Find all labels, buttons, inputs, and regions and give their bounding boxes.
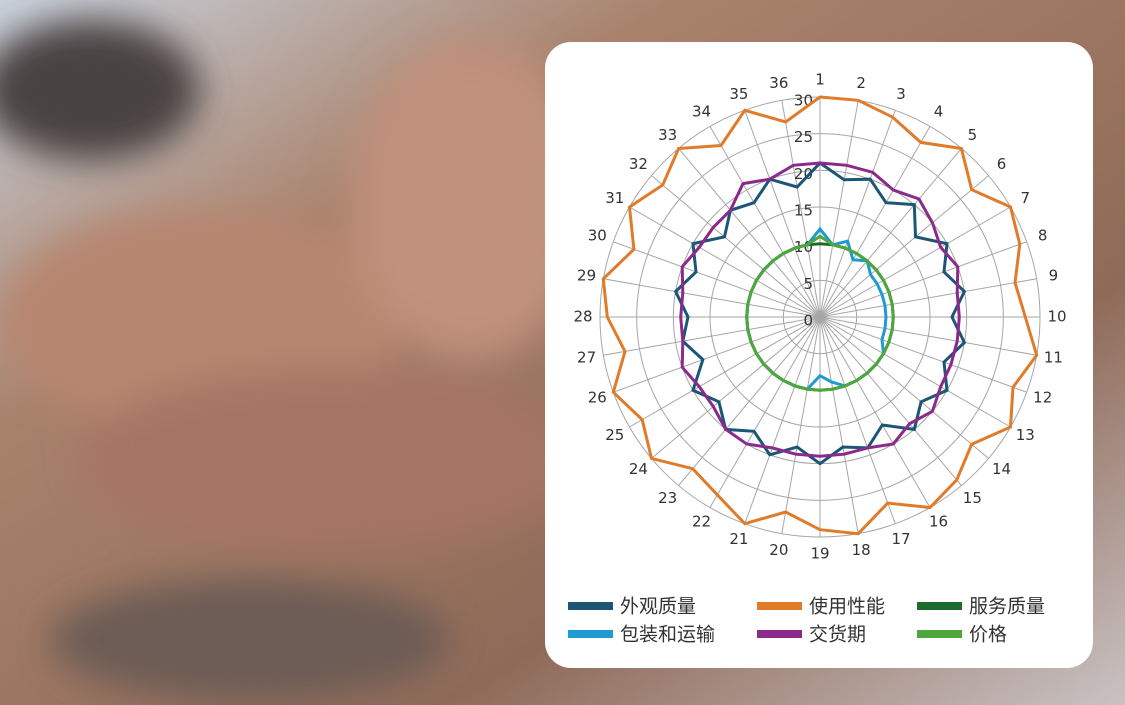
category-label: 18 bbox=[852, 541, 871, 559]
legend-label: 外观质量 bbox=[620, 596, 696, 618]
chart-card bbox=[545, 42, 1093, 668]
category-label: 29 bbox=[577, 266, 596, 284]
category-label: 13 bbox=[1016, 426, 1035, 444]
spoke bbox=[781, 316, 821, 534]
category-label: 23 bbox=[658, 489, 677, 507]
series-line bbox=[601, 95, 1039, 536]
radial-tick-label: 5 bbox=[803, 275, 813, 293]
category-label: 24 bbox=[629, 460, 648, 478]
spoke bbox=[819, 175, 989, 318]
category-label: 11 bbox=[1044, 349, 1063, 367]
category-label: 19 bbox=[810, 545, 829, 563]
category-label: 21 bbox=[729, 530, 748, 548]
spoke bbox=[819, 110, 896, 318]
spoke bbox=[819, 278, 1037, 318]
spoke bbox=[819, 126, 931, 318]
category-label: 32 bbox=[629, 155, 648, 173]
category-label: 15 bbox=[963, 489, 982, 507]
spoke bbox=[819, 206, 1011, 318]
category-label: 5 bbox=[968, 126, 978, 144]
spoke bbox=[819, 316, 962, 486]
spoke bbox=[613, 316, 821, 393]
radial-tick-label: 20 bbox=[794, 165, 813, 183]
spoke bbox=[613, 241, 821, 318]
legend-swatch bbox=[917, 630, 962, 638]
radial-tick-label: 30 bbox=[794, 92, 813, 110]
spoke bbox=[603, 316, 821, 356]
spoke bbox=[819, 148, 962, 318]
legend-label: 包装和运输 bbox=[620, 624, 715, 646]
spoke bbox=[819, 316, 989, 459]
category-label: 27 bbox=[577, 349, 596, 367]
category-label: 34 bbox=[692, 102, 711, 120]
legend-swatch bbox=[568, 630, 613, 638]
spoke bbox=[744, 316, 821, 524]
spoke bbox=[678, 148, 821, 318]
radial-tick-label: 25 bbox=[794, 128, 813, 146]
category-label: 30 bbox=[588, 226, 607, 244]
spoke bbox=[819, 316, 1027, 393]
category-label: 16 bbox=[929, 513, 948, 531]
category-label: 8 bbox=[1038, 226, 1048, 244]
category-label: 1 bbox=[815, 71, 825, 89]
category-label: 3 bbox=[896, 85, 906, 103]
category-label: 22 bbox=[692, 513, 711, 531]
spoke bbox=[651, 316, 821, 459]
spoke bbox=[603, 278, 821, 318]
category-label: 10 bbox=[1047, 308, 1066, 326]
category-label: 6 bbox=[997, 155, 1007, 173]
legend-swatch bbox=[917, 602, 962, 610]
spoke bbox=[819, 316, 931, 508]
category-label: 26 bbox=[588, 389, 607, 407]
legend-label: 使用性能 bbox=[809, 596, 885, 618]
series-line bbox=[679, 161, 961, 458]
spoke bbox=[709, 316, 821, 508]
radial-tick-label: 15 bbox=[794, 202, 813, 220]
spoke bbox=[678, 316, 821, 486]
series-line bbox=[745, 234, 895, 392]
category-label: 36 bbox=[769, 74, 788, 92]
spoke bbox=[819, 100, 859, 318]
spoke bbox=[629, 206, 821, 318]
category-label: 28 bbox=[573, 308, 592, 326]
spoke bbox=[819, 316, 1037, 356]
category-label: 31 bbox=[605, 189, 624, 207]
category-label: 35 bbox=[729, 85, 748, 103]
legend-label: 价格 bbox=[969, 624, 1007, 646]
category-label: 17 bbox=[892, 530, 911, 548]
legend-label: 服务质量 bbox=[969, 596, 1045, 618]
spoke bbox=[819, 241, 1027, 318]
series-line bbox=[673, 161, 967, 466]
category-label: 14 bbox=[992, 460, 1011, 478]
category-label: 7 bbox=[1020, 189, 1030, 207]
category-label: 20 bbox=[769, 541, 788, 559]
spoke bbox=[819, 316, 1011, 428]
legend-swatch bbox=[568, 602, 613, 610]
category-label: 33 bbox=[658, 126, 677, 144]
spoke bbox=[819, 316, 896, 524]
spoke bbox=[629, 316, 821, 428]
legend-label: 交货期 bbox=[809, 624, 866, 646]
spoke bbox=[781, 100, 821, 318]
spoke bbox=[744, 110, 821, 318]
category-label: 2 bbox=[856, 74, 866, 92]
spoke bbox=[709, 126, 821, 318]
spoke bbox=[819, 316, 859, 534]
legend-swatch bbox=[757, 602, 802, 610]
category-label: 4 bbox=[934, 102, 944, 120]
radial-tick-label: 0 bbox=[803, 312, 813, 330]
category-label: 9 bbox=[1049, 266, 1059, 284]
legend-swatch bbox=[757, 630, 802, 638]
category-label: 25 bbox=[605, 426, 624, 444]
category-label: 12 bbox=[1033, 389, 1052, 407]
spoke bbox=[651, 175, 821, 318]
